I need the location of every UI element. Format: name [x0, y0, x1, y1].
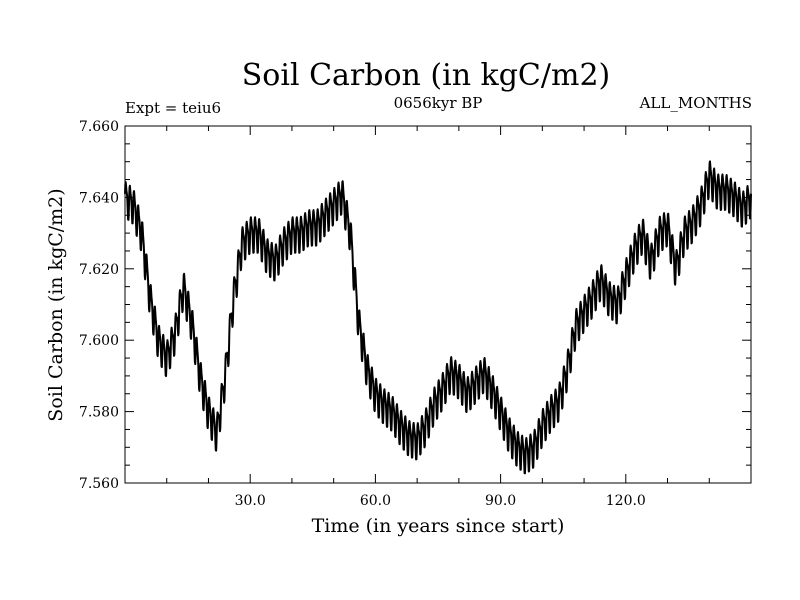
x-tick-label: 60.0 — [360, 493, 391, 509]
x-axis-label: Time (in years since start) — [312, 515, 565, 537]
x-tick-label: 120.0 — [606, 493, 646, 509]
y-axis-label: Soil Carbon (in kgC/m2) — [45, 188, 67, 421]
y-tick-label: 7.640 — [79, 190, 119, 206]
soil-carbon-series-line — [124, 160, 752, 475]
x-tick-label: 30.0 — [235, 493, 266, 509]
experiment-label: Expt = teiu6 — [125, 99, 221, 117]
y-tick-label: 7.660 — [79, 119, 119, 135]
y-tick-label: 7.580 — [79, 405, 119, 421]
x-tick-label: 90.0 — [485, 493, 516, 509]
chart-title: Soil Carbon (in kgC/m2) — [242, 58, 610, 93]
months-label: ALL_MONTHS — [639, 94, 752, 112]
y-tick-label: 7.560 — [79, 476, 119, 492]
y-tick-labels: 7.560 7.580 7.600 7.620 7.640 7.660 — [79, 119, 119, 492]
x-tick-labels: 30.0 60.0 90.0 120.0 — [235, 493, 646, 509]
y-tick-label: 7.600 — [79, 333, 119, 349]
tick-marks — [124, 125, 752, 484]
y-tick-label: 7.620 — [79, 262, 119, 278]
chart-subtitle: 0656kyr BP — [394, 94, 483, 112]
